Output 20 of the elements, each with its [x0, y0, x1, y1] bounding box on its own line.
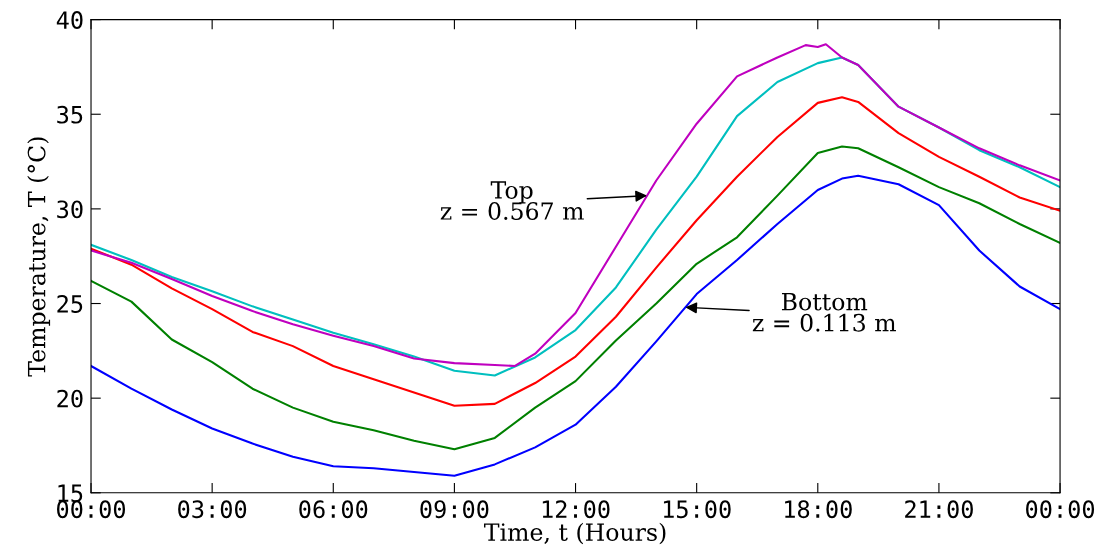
y-tick-label: 40 — [56, 11, 83, 29]
y-axis-title: Temperature, T (°C) — [27, 137, 51, 377]
x-tick-label: 15:00 — [663, 500, 731, 519]
annotation: Bottom z = 0.113 m — [752, 293, 896, 332]
annotation: Top z = 0.567 m — [440, 181, 584, 220]
y-tick-label: 35 — [57, 105, 83, 124]
y-tick-label: 25 — [57, 295, 83, 313]
x-tick-label: 06:00 — [299, 500, 368, 519]
line-series — [91, 145, 1061, 451]
x-tick-label: 00:00 — [1026, 500, 1095, 519]
x-tick-label: 03:00 — [178, 500, 247, 519]
y-tick-label: 30 — [57, 200, 83, 219]
x-tick-label: 21:00 — [905, 500, 973, 519]
line-series — [91, 96, 1061, 407]
y-tick-label: 20 — [57, 389, 83, 408]
x-tick-label: 09:00 — [420, 500, 489, 519]
x-tick-label: 18:00 — [785, 500, 852, 519]
line-series — [91, 174, 1061, 477]
x-tick-label: 12:00 — [542, 500, 610, 519]
x-axis-title: Time, t (Hours) — [484, 522, 666, 545]
